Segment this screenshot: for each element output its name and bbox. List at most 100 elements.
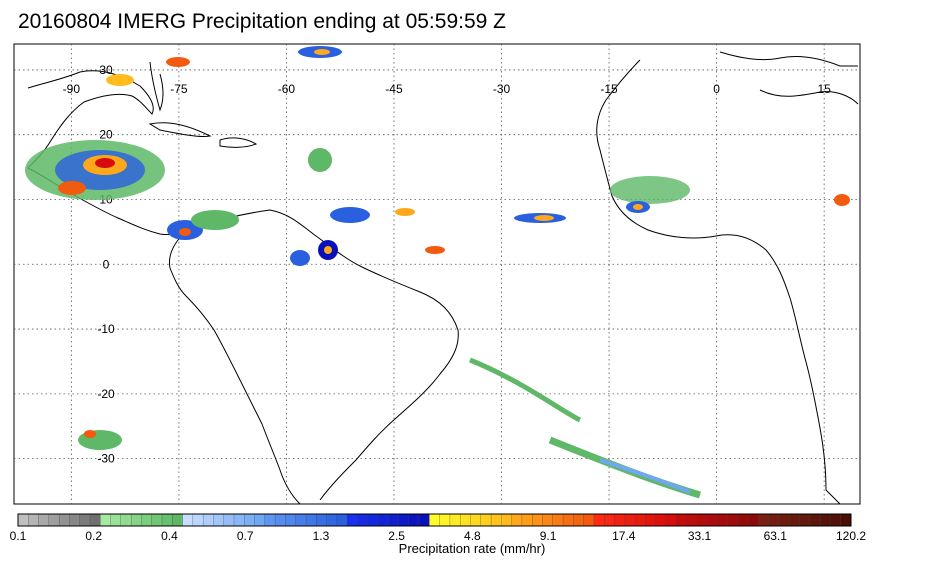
colorbar-swatch xyxy=(48,513,60,527)
coastline-mediterranean xyxy=(759,89,859,105)
colorbar-swatch xyxy=(28,513,40,527)
map-frame xyxy=(13,43,861,505)
colorbar-swatch xyxy=(285,513,297,527)
colorbar-swatch xyxy=(480,513,492,527)
colorbar-swatch xyxy=(223,513,235,527)
coastline-europe xyxy=(719,51,858,67)
colorbar-swatch xyxy=(305,513,317,527)
colorbar-swatch xyxy=(717,513,729,527)
colorbar-swatch xyxy=(748,513,759,527)
coastline-north-america xyxy=(27,70,154,169)
colorbar-swatch xyxy=(295,513,307,527)
colorbar-swatch xyxy=(182,513,194,527)
colorbar-swatch xyxy=(38,513,50,527)
colorbar-tick-label: 4.8 xyxy=(464,529,481,543)
colorbar-tick-label: 2.5 xyxy=(388,529,405,543)
colorbar-swatch xyxy=(460,513,471,527)
colorbar-swatch xyxy=(624,513,636,527)
colorbar-swatch xyxy=(254,513,266,527)
map-title: 20160804 IMERG Precipitation ending at 0… xyxy=(18,10,506,33)
colorbar-swatch xyxy=(244,513,255,527)
colorbar-swatch xyxy=(274,513,286,527)
colorbar-title: Precipitation rate (mm/hr) xyxy=(398,541,546,556)
colorbar-swatch xyxy=(645,513,657,527)
colorbar-swatch xyxy=(614,513,626,527)
colorbar-swatch xyxy=(388,513,399,527)
colorbar-swatch xyxy=(819,513,831,527)
longitude-labels: -90 -75 -60 -45 -30 -15 0 15 xyxy=(63,82,831,96)
colorbar-swatch xyxy=(58,513,70,527)
colorbar-swatch xyxy=(727,513,739,527)
colorbar-swatch xyxy=(768,513,780,527)
colorbar-swatch xyxy=(490,513,502,527)
colorbar-swatch xyxy=(89,513,101,527)
graticule xyxy=(14,44,860,504)
colorbar-tick-label: 33.1 xyxy=(688,529,712,543)
colorbar-swatch xyxy=(408,513,420,527)
colorbar-swatch xyxy=(758,513,770,527)
colorbar-swatch xyxy=(418,513,430,527)
colorbar-swatch xyxy=(398,513,410,527)
latitude-label: -20 xyxy=(97,387,115,401)
colorbar-swatch xyxy=(439,513,451,527)
colorbar-swatches xyxy=(17,513,852,527)
colorbar-swatch xyxy=(100,513,112,527)
colorbar-frame xyxy=(17,513,852,527)
coastline-africa xyxy=(596,59,841,505)
colorbar-swatch xyxy=(830,513,842,527)
colorbar-swatch xyxy=(326,513,338,527)
colorbar-swatch xyxy=(501,513,513,527)
colorbar-swatch xyxy=(141,513,153,527)
colorbar-swatch xyxy=(233,513,245,527)
colorbar-swatch xyxy=(809,513,821,527)
colorbar-swatch xyxy=(151,513,163,527)
colorbar-swatch xyxy=(470,513,482,527)
colorbar-swatch xyxy=(532,513,543,527)
colorbar-swatch xyxy=(573,513,585,527)
colorbar-swatch xyxy=(521,513,533,527)
colorbar-swatch xyxy=(336,513,348,527)
colorbar-swatch xyxy=(69,513,81,527)
colorbar-swatch xyxy=(542,513,554,527)
longitude-label: 15 xyxy=(817,82,831,96)
coastline-florida xyxy=(149,61,164,112)
colorbar-swatch xyxy=(706,513,718,527)
colorbar-swatch xyxy=(367,513,379,527)
colorbar-swatch xyxy=(789,513,801,527)
colorbar-tick-label: 9.1 xyxy=(540,529,557,543)
colorbar-swatch xyxy=(799,513,811,527)
colorbar-swatch xyxy=(110,513,122,527)
colorbar-swatch xyxy=(120,513,132,527)
colorbar-swatch xyxy=(778,513,790,527)
colorbar-swatch xyxy=(172,513,183,527)
colorbar-swatch xyxy=(449,513,461,527)
colorbar-swatch xyxy=(655,513,667,527)
colorbar-swatch xyxy=(202,513,214,527)
longitude-label: -45 xyxy=(385,82,403,96)
colorbar-swatch xyxy=(316,513,327,527)
coastline-south-america xyxy=(169,209,459,505)
colorbar-tick-labels: 0.1 0.2 0.4 0.7 1.3 2.5 4.8 9.1 17.4 33.1 63.1 120.… xyxy=(10,529,867,543)
longitude-label: -60 xyxy=(278,82,296,96)
colorbar-swatch xyxy=(696,513,708,527)
latitude-label: 30 xyxy=(99,63,113,77)
precipitation-patches xyxy=(25,46,850,499)
colorbar-swatch xyxy=(192,513,204,527)
colorbar-swatch xyxy=(161,513,173,527)
longitude-label: -75 xyxy=(170,82,188,96)
colorbar-swatch xyxy=(17,513,29,527)
colorbar-swatch xyxy=(264,513,276,527)
colorbar-swatch xyxy=(562,513,574,527)
colorbar-tick-label: 0.4 xyxy=(161,529,178,543)
colorbar-tick-label: 17.4 xyxy=(612,529,636,543)
colorbar-swatch xyxy=(213,513,225,527)
longitude-label: -15 xyxy=(600,82,618,96)
latitude-label: -30 xyxy=(97,452,115,466)
colorbar-swatch xyxy=(377,513,389,527)
colorbar-tick-label: 0.7 xyxy=(237,529,254,543)
longitude-label: 0 xyxy=(713,82,720,96)
longitude-label: -90 xyxy=(63,82,81,96)
colorbar-swatch xyxy=(357,513,369,527)
colorbar-tick-label: 0.1 xyxy=(10,529,27,543)
